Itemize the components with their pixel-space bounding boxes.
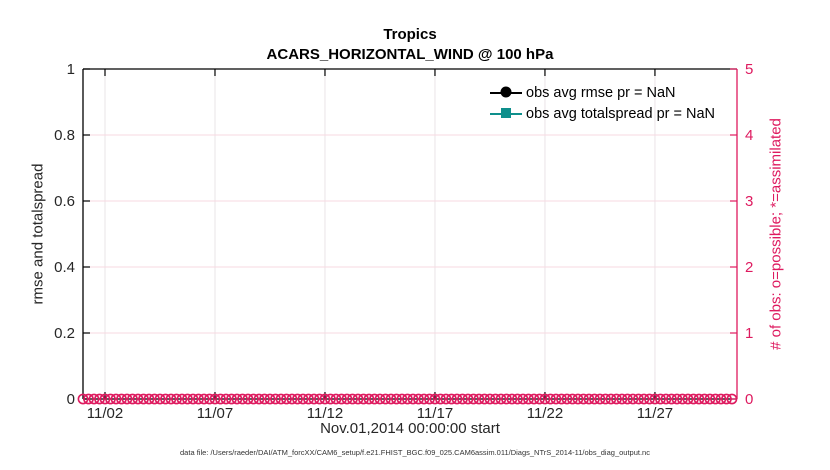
- svg-text:11/02: 11/02: [87, 405, 123, 422]
- filled-circle-marker-icon: [500, 86, 512, 98]
- svg-text:0: 0: [745, 391, 753, 408]
- chart-subtitle: ACARS_HORIZONTAL_WIND @ 100 hPa: [266, 46, 554, 63]
- svg-text:0.6: 0.6: [54, 193, 75, 210]
- filled-square-marker-icon: [501, 108, 511, 119]
- svg-text:11/27: 11/27: [637, 405, 673, 422]
- tick-labels: 0 0.2 0.4 0.6 0.8 1 0 1 2 3 4 5 11/02 11/07 11/12 11/17…: [54, 61, 753, 422]
- svg-text:3: 3: [745, 193, 753, 210]
- svg-text:0.4: 0.4: [54, 259, 75, 276]
- y-axis-label-left: rmse and totalspread: [29, 163, 47, 305]
- svg-text:11/12: 11/12: [307, 405, 343, 422]
- svg-text:0.2: 0.2: [54, 325, 75, 342]
- svg-text:4: 4: [745, 127, 753, 144]
- legend-label: obs avg totalspread pr = NaN: [526, 105, 716, 122]
- legend-item-totalspread: obs avg totalspread pr = NaN: [490, 103, 715, 124]
- svg-text:5: 5: [745, 61, 753, 78]
- svg-text:0.8: 0.8: [54, 127, 75, 144]
- legend-label: obs avg rmse pr = NaN: [526, 84, 676, 101]
- svg-text:0: 0: [67, 391, 75, 408]
- svg-text:2: 2: [745, 259, 753, 276]
- svg-text:11/22: 11/22: [527, 405, 563, 422]
- legend-item-rmse: obs avg rmse pr = NaN: [490, 82, 715, 103]
- svg-text:1: 1: [67, 61, 75, 78]
- svg-text:1: 1: [745, 325, 753, 342]
- svg-text:11/07: 11/07: [197, 405, 233, 422]
- obs-possible-marker-band: [77, 393, 738, 405]
- y-axis-label-right: # of obs: o=possible; *=assimilated: [767, 118, 785, 350]
- chart-title: Tropics: [383, 26, 437, 43]
- data-file-caption: data file: /Users/raeder/DAI/ATM_forcXX/…: [180, 448, 650, 457]
- x-axis-label: Nov.01,2014 00:00:00 start: [320, 420, 500, 437]
- legend: obs avg rmse pr = NaN obs avg totalsprea…: [490, 82, 715, 124]
- gridlines: [84, 70, 736, 398]
- legend-line-sample: [490, 86, 522, 98]
- svg-text:11/17: 11/17: [417, 405, 453, 422]
- chart-title-block: Tropics ACARS_HORIZONTAL_WIND @ 100 hPa: [0, 25, 820, 65]
- legend-line-sample: [490, 108, 522, 119]
